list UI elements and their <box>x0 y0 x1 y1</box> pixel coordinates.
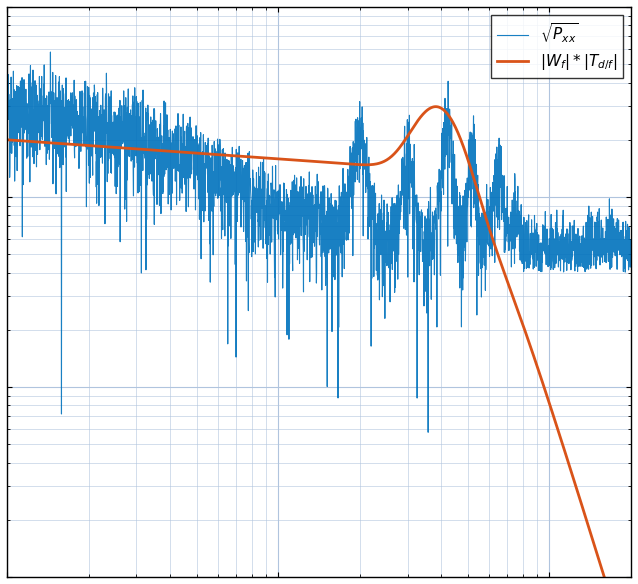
$\sqrt{P_{xx}}$ <box>548 239 556 246</box>
$|W_f| * |T_{d/f}|$ <box>67 141 75 148</box>
$|W_f| * |T_{d/f}|$ <box>278 155 286 162</box>
$\sqrt{P_{xx}}$ <box>270 211 278 218</box>
$\sqrt{P_{xx}}$ <box>242 277 250 284</box>
Legend: $\sqrt{P_{xx}}$, $|W_f| * |T_{d/f}|$: $\sqrt{P_{xx}}$, $|W_f| * |T_{d/f}|$ <box>491 15 623 78</box>
$|W_f| * |T_{d/f}|$ <box>433 103 440 110</box>
$\sqrt{P_{xx}}$ <box>112 113 119 120</box>
$\sqrt{P_{xx}}$ <box>424 429 432 436</box>
$\sqrt{P_{xx}}$ <box>47 48 54 55</box>
Line: $|W_f| * |T_{d/f}|$: $|W_f| * |T_{d/f}|$ <box>7 107 631 584</box>
$|W_f| * |T_{d/f}|$ <box>255 154 263 161</box>
$|W_f| * |T_{d/f}|$ <box>3 136 11 143</box>
$\sqrt{P_{xx}}$ <box>627 238 635 245</box>
$\sqrt{P_{xx}}$ <box>616 241 623 248</box>
Line: $\sqrt{P_{xx}}$: $\sqrt{P_{xx}}$ <box>7 52 631 432</box>
$\sqrt{P_{xx}}$ <box>3 91 11 98</box>
$|W_f| * |T_{d/f}|$ <box>491 240 498 247</box>
$|W_f| * |T_{d/f}|$ <box>432 103 440 110</box>
$\sqrt{P_{xx}}$ <box>75 131 82 138</box>
$|W_f| * |T_{d/f}|$ <box>501 273 509 280</box>
